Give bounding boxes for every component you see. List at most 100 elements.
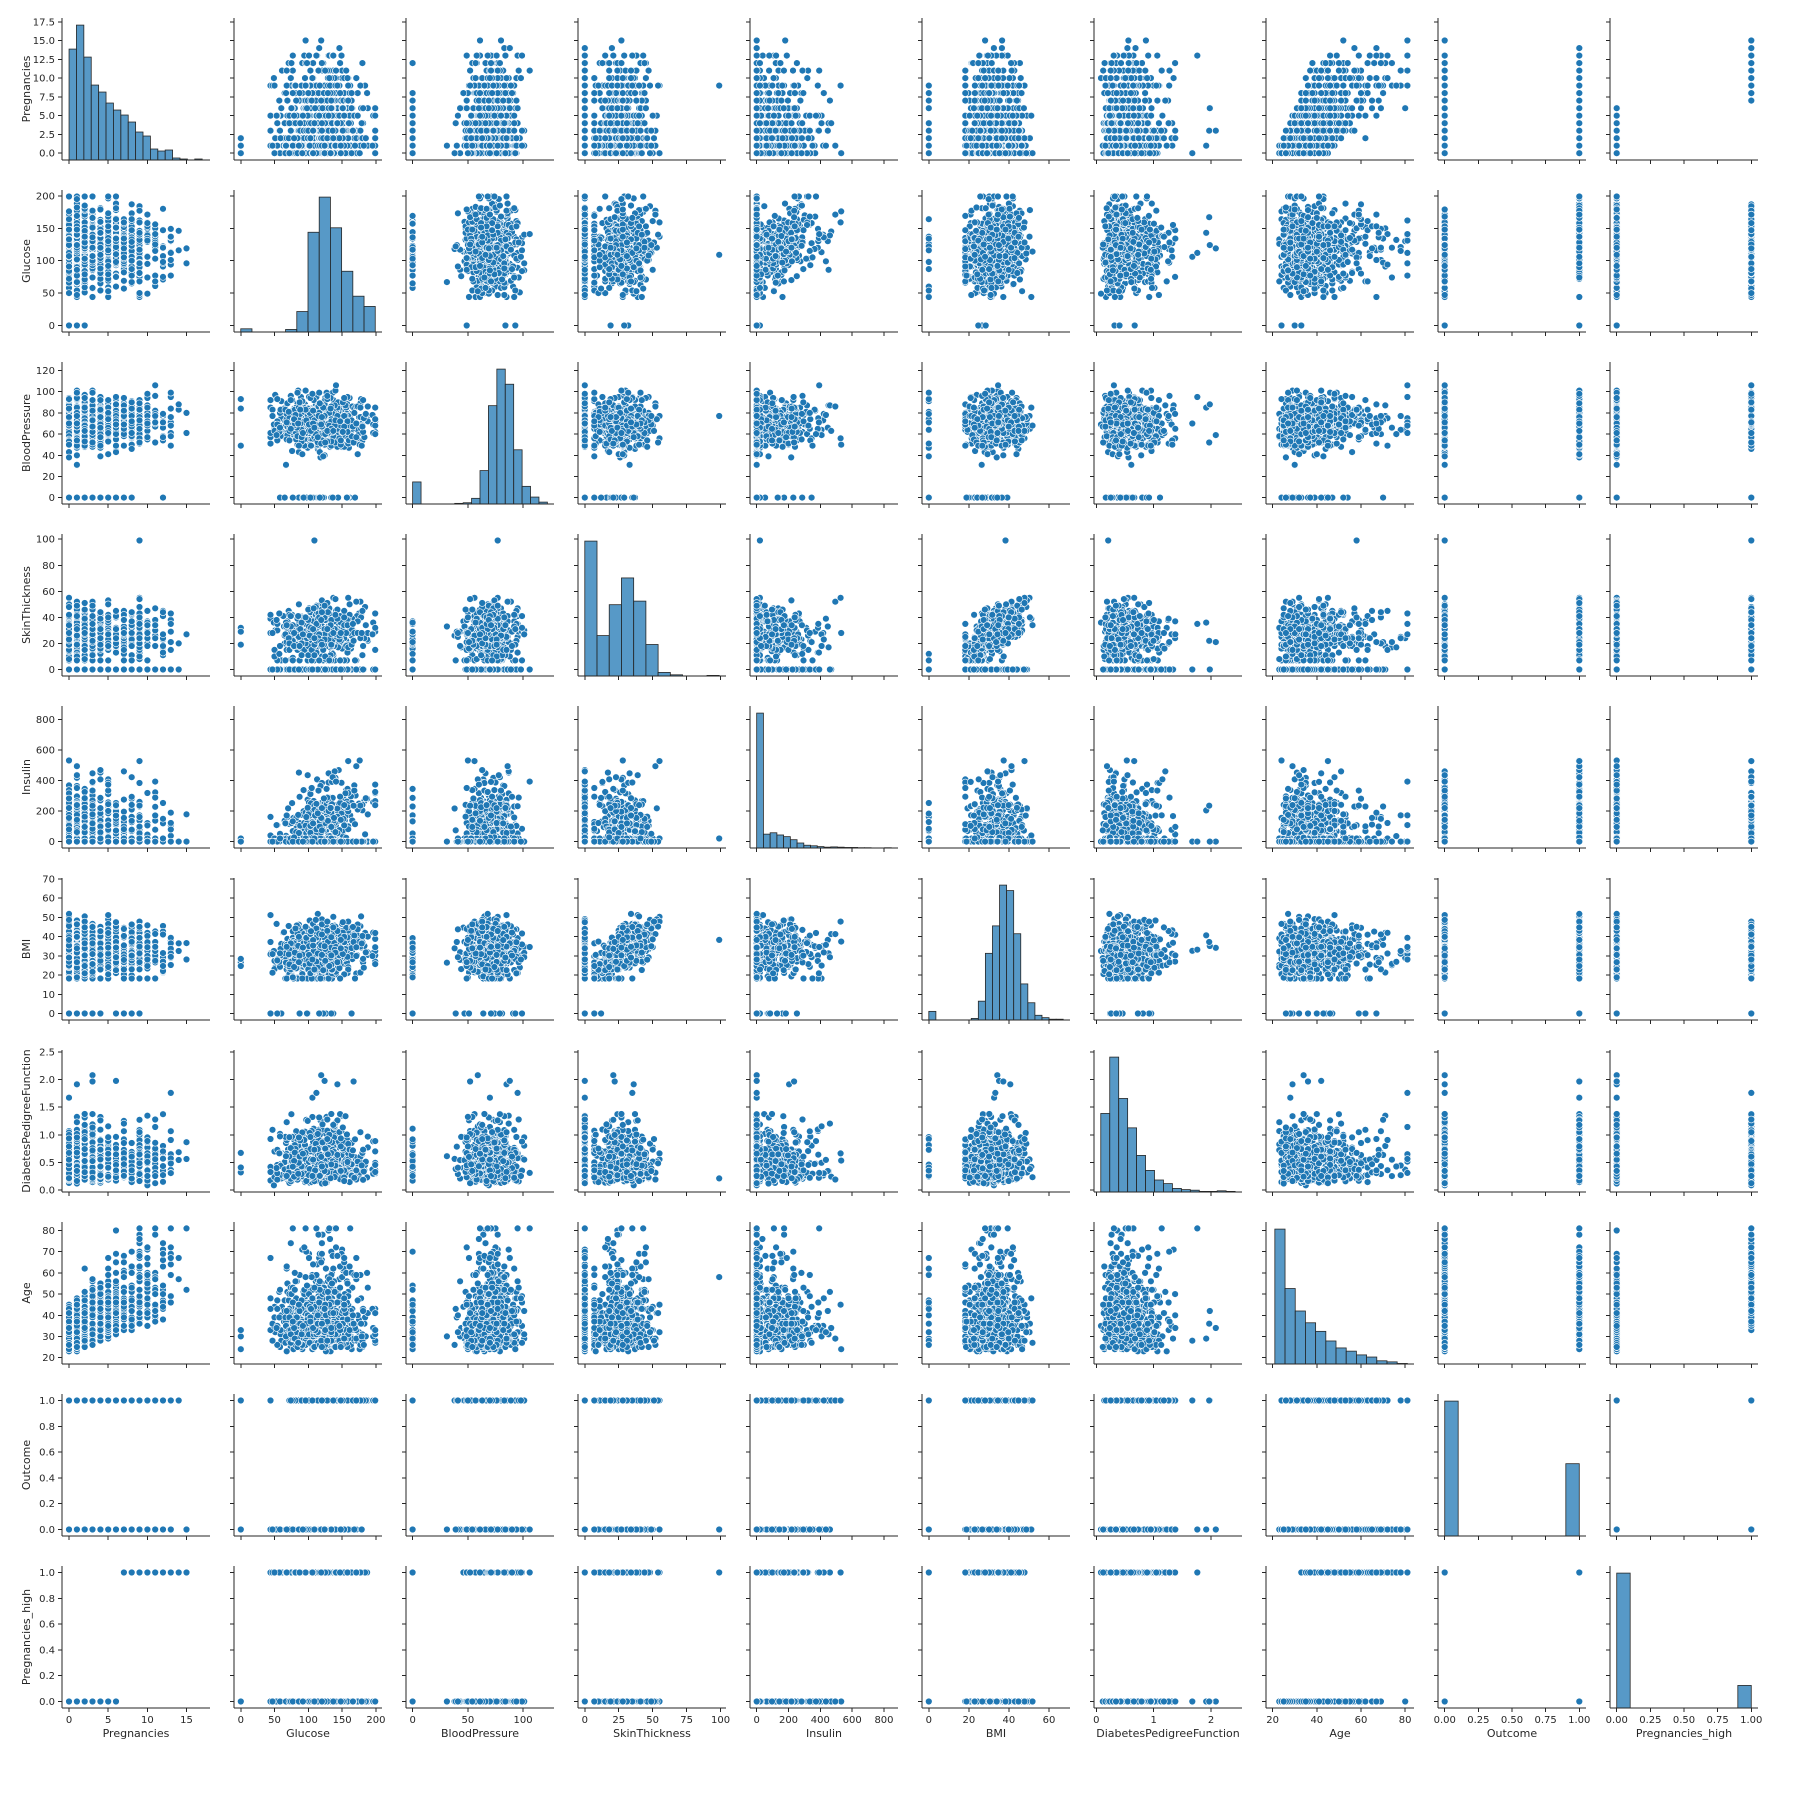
scatter-point <box>267 112 274 119</box>
scatter-point <box>315 67 322 74</box>
scatter-point <box>333 67 340 74</box>
scatter-point <box>364 90 371 97</box>
histogram-bar <box>106 103 113 160</box>
scatter-point <box>337 90 344 97</box>
scatter-point <box>319 105 326 112</box>
scatter-point <box>341 112 348 119</box>
histogram-bar <box>113 110 120 160</box>
histogram-bar <box>128 122 135 160</box>
scatter-point <box>306 142 313 149</box>
histogram-bar <box>143 136 150 160</box>
scatter-point <box>348 105 355 112</box>
scatter-point <box>345 97 352 104</box>
scatter-point <box>283 142 290 149</box>
scatter-point <box>353 75 360 82</box>
scatter-point <box>344 75 351 82</box>
scatter-point <box>288 60 295 67</box>
histogram-bar <box>99 92 106 160</box>
scatter-point <box>297 120 304 127</box>
scatter-point <box>357 82 364 89</box>
scatter-point <box>283 82 290 89</box>
scatter-point <box>296 142 303 149</box>
scatter-point <box>277 135 284 142</box>
scatter-point <box>319 120 326 127</box>
scatter-point <box>337 142 344 149</box>
scatter-point <box>273 112 280 119</box>
scatter-point <box>237 150 244 157</box>
scatter-point <box>330 135 337 142</box>
scatter-point <box>276 97 283 104</box>
scatter-point <box>328 105 335 112</box>
scatter-point <box>359 60 366 67</box>
scatter-point <box>498 37 505 44</box>
scatter-point <box>316 45 323 52</box>
scatter-point <box>277 127 284 134</box>
scatter-point <box>292 82 299 89</box>
scatter-point <box>362 135 369 142</box>
scatter-point <box>308 97 315 104</box>
scatter-point <box>318 37 325 44</box>
scatter-point <box>360 142 367 149</box>
scatter-point <box>348 90 355 97</box>
scatter-point <box>334 120 341 127</box>
scatter-point <box>289 142 296 149</box>
scatter-point <box>325 90 332 97</box>
scatter-point <box>318 97 325 104</box>
scatter-point <box>326 75 333 82</box>
scatter-point <box>319 127 326 134</box>
scatter-point <box>345 82 352 89</box>
scatter-point <box>307 67 314 74</box>
scatter-point <box>311 120 318 127</box>
scatter-point <box>372 150 379 157</box>
scatter-point <box>310 150 317 157</box>
scatter-point <box>352 142 359 149</box>
scatter-point <box>274 120 281 127</box>
scatter-point <box>356 150 363 157</box>
scatter-point <box>283 67 290 74</box>
panel-Pregnancies-vs-Pregnancies <box>58 18 210 164</box>
scatter-point <box>316 82 323 89</box>
scatter-point <box>302 37 309 44</box>
scatter-point <box>336 45 343 52</box>
scatter-point <box>354 90 361 97</box>
scatter-point <box>305 90 312 97</box>
scatter-point <box>307 135 314 142</box>
scatter-point <box>237 135 244 142</box>
scatter-point <box>319 60 326 67</box>
histogram-bar <box>121 115 128 160</box>
scatter-point <box>316 112 323 119</box>
panel-Pregnancies-vs-Glucose <box>230 18 382 164</box>
scatter-point <box>348 150 355 157</box>
scatter-point <box>293 97 300 104</box>
scatter-point <box>321 142 328 149</box>
scatter-point <box>299 150 306 157</box>
scatter-point <box>328 97 335 104</box>
histogram-bar <box>150 149 157 160</box>
scatter-point <box>372 127 379 134</box>
scatter-point <box>306 52 313 59</box>
pairplot-grid <box>58 18 1758 1712</box>
scatter-point <box>310 60 317 67</box>
scatter-point <box>372 112 379 119</box>
histogram-bar <box>158 151 165 160</box>
scatter-point <box>237 142 244 149</box>
scatter-point <box>269 142 276 149</box>
scatter-point <box>302 75 309 82</box>
scatter-point <box>330 52 337 59</box>
scatter-point <box>289 90 296 97</box>
scatter-point <box>358 120 365 127</box>
scatter-point <box>357 127 364 134</box>
histogram-bar <box>136 132 143 160</box>
scatter-point <box>302 82 309 89</box>
scatter-point <box>334 82 341 89</box>
panel-Pregnancies-vs-BloodPressure <box>402 18 554 164</box>
scatter-point <box>310 127 317 134</box>
scatter-point <box>337 60 344 67</box>
scatter-point <box>283 90 290 97</box>
scatter-point <box>304 105 311 112</box>
scatter-point <box>336 135 343 142</box>
scatter-point <box>350 127 357 134</box>
scatter-point <box>267 127 274 134</box>
scatter-point <box>322 67 329 74</box>
